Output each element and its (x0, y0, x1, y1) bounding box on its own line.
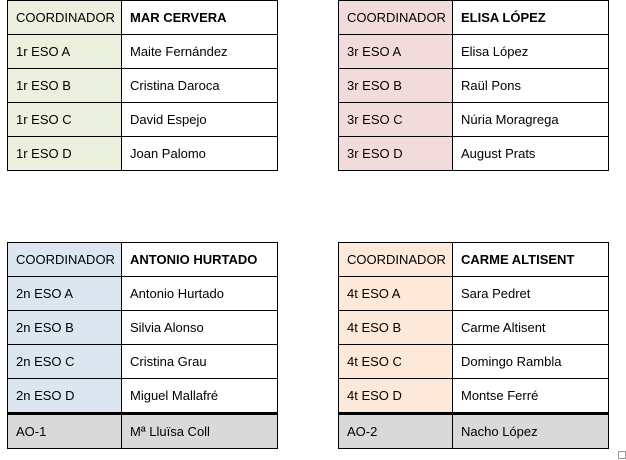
group-cell: 3r ESO C (338, 102, 453, 137)
group-cell: 1r ESO D (7, 136, 122, 171)
group-cell: 4t ESO C (338, 344, 453, 379)
table-header-row: COORDINADOR MAR CERVERA (7, 0, 278, 35)
tutor-cell: Cristina Grau (121, 344, 278, 379)
tutor-cell: Domingo Rambla (452, 344, 609, 379)
group-cell: 3r ESO B (338, 68, 453, 103)
tutor-cell: August Prats (452, 136, 609, 171)
table-row: 3r ESO C Núria Moragrega (338, 102, 609, 137)
table-row: 3r ESO B Raül Pons (338, 68, 609, 103)
coordinator-table-2n-eso: COORDINADOR ANTONIO HURTADO 2n ESO A Ant… (7, 242, 278, 449)
tutor-cell: Elisa López (452, 34, 609, 69)
table-row: 4t ESO C Domingo Rambla (338, 344, 609, 379)
table-row: 3r ESO D August Prats (338, 136, 609, 171)
table-header-row: COORDINADOR CARME ALTISENT (338, 242, 609, 277)
coordinator-name-cell: ELISA LÓPEZ (452, 0, 609, 35)
table-row: 3r ESO A Elisa López (338, 34, 609, 69)
table-row: 2n ESO A Antonio Hurtado (7, 276, 278, 311)
table-row: 4t ESO B Carme Altisent (338, 310, 609, 345)
table-row: 1r ESO D Joan Palomo (7, 136, 278, 171)
coordinator-table-3r-eso: COORDINADOR ELISA LÓPEZ 3r ESO A Elisa L… (338, 0, 609, 171)
table-row: 1r ESO C David Espejo (7, 102, 278, 137)
tutor-cell: Raül Pons (452, 68, 609, 103)
coordinator-name-cell: MAR CERVERA (121, 0, 278, 35)
ao-row: AO-1 Mª Lluïsa Coll (7, 412, 278, 449)
tutor-cell: Miguel Mallafré (121, 378, 278, 414)
header-label-cell: COORDINADOR (7, 242, 122, 277)
tutor-cell: Núria Moragrega (452, 102, 609, 137)
ao-group-cell: AO-1 (7, 412, 122, 449)
group-cell: 2n ESO A (7, 276, 122, 311)
ao-tutor-cell: Nacho López (452, 412, 609, 449)
table-row: 4t ESO A Sara Pedret (338, 276, 609, 311)
table-header-row: COORDINADOR ELISA LÓPEZ (338, 0, 609, 35)
group-cell: 4t ESO B (338, 310, 453, 345)
tutor-cell: Joan Palomo (121, 136, 278, 171)
ao-tutor-cell: Mª Lluïsa Coll (121, 412, 278, 449)
group-cell: 2n ESO C (7, 344, 122, 379)
tutor-cell: Sara Pedret (452, 276, 609, 311)
tutor-cell: David Espejo (121, 102, 278, 137)
header-label-cell: COORDINADOR (7, 0, 122, 35)
group-cell: 3r ESO D (338, 136, 453, 171)
ao-row: AO-2 Nacho López (338, 412, 609, 449)
group-cell: 1r ESO A (7, 34, 122, 69)
coordinator-name-cell: ANTONIO HURTADO (121, 242, 278, 277)
table-row: 2n ESO C Cristina Grau (7, 344, 278, 379)
header-label-cell: COORDINADOR (338, 242, 453, 277)
resize-handle-icon[interactable] (618, 451, 626, 459)
table-row: 1r ESO A Maite Fernández (7, 34, 278, 69)
coordinator-table-4t-eso: COORDINADOR CARME ALTISENT 4t ESO A Sara… (338, 242, 609, 449)
group-cell: 4t ESO A (338, 276, 453, 311)
group-cell: 1r ESO C (7, 102, 122, 137)
coordinator-name-cell: CARME ALTISENT (452, 242, 609, 277)
coordinator-table-1r-eso: COORDINADOR MAR CERVERA 1r ESO A Maite F… (7, 0, 278, 171)
group-cell: 2n ESO B (7, 310, 122, 345)
tutor-cell: Silvia Alonso (121, 310, 278, 345)
group-cell: 4t ESO D (338, 378, 453, 414)
ao-group-cell: AO-2 (338, 412, 453, 449)
header-label-cell: COORDINADOR (338, 0, 453, 35)
tutor-cell: Montse Ferré (452, 378, 609, 414)
tutor-cell: Carme Altisent (452, 310, 609, 345)
tutor-cell: Maite Fernández (121, 34, 278, 69)
table-row: 2n ESO D Miguel Mallafré (7, 378, 278, 414)
group-cell: 1r ESO B (7, 68, 122, 103)
tutor-cell: Antonio Hurtado (121, 276, 278, 311)
tutor-cell: Cristina Daroca (121, 68, 278, 103)
group-cell: 2n ESO D (7, 378, 122, 414)
table-header-row: COORDINADOR ANTONIO HURTADO (7, 242, 278, 277)
table-row: 2n ESO B Silvia Alonso (7, 310, 278, 345)
table-row: 1r ESO B Cristina Daroca (7, 68, 278, 103)
group-cell: 3r ESO A (338, 34, 453, 69)
table-row: 4t ESO D Montse Ferré (338, 378, 609, 414)
